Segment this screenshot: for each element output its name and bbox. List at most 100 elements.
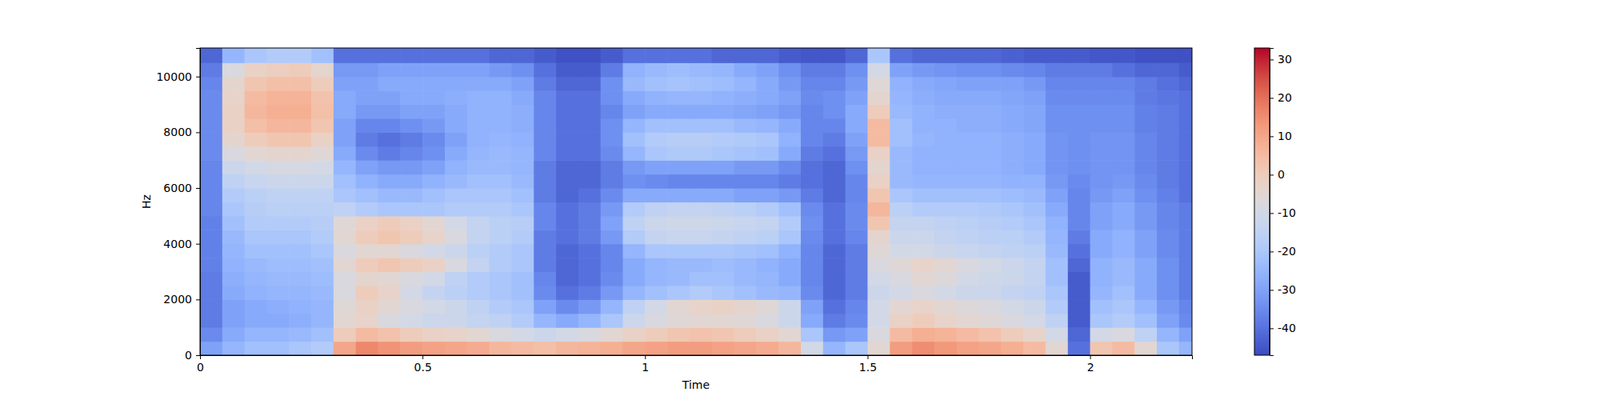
tick-mark (1269, 328, 1274, 329)
cell (244, 299, 268, 314)
cell (444, 62, 468, 77)
cell (1068, 201, 1091, 216)
cell (734, 327, 757, 342)
cell (556, 272, 579, 287)
cell (511, 257, 534, 272)
cell (600, 160, 624, 175)
cell (934, 48, 957, 64)
cell (1045, 341, 1068, 356)
cell (266, 285, 289, 300)
cell (556, 104, 579, 120)
cell (1045, 118, 1068, 133)
cell (222, 104, 245, 120)
cell (1023, 313, 1046, 328)
cell (1090, 341, 1113, 356)
cell (444, 90, 468, 105)
cell (288, 201, 312, 216)
cell (734, 188, 757, 203)
cell (556, 160, 579, 175)
cell (1068, 257, 1091, 272)
cell (578, 299, 601, 314)
cell (712, 216, 735, 231)
cell (1068, 118, 1091, 133)
cell (533, 188, 556, 203)
cell (644, 327, 668, 342)
cell (845, 104, 868, 120)
cell (1156, 244, 1180, 259)
cell (533, 257, 556, 272)
cell (979, 201, 1002, 216)
cell (467, 188, 490, 203)
cell (1023, 341, 1046, 356)
cell (823, 132, 846, 147)
cell (912, 132, 935, 147)
cell (244, 132, 268, 147)
cell (311, 257, 334, 272)
cell (1156, 257, 1180, 272)
cell (823, 229, 846, 244)
cell (1023, 272, 1046, 287)
cell (200, 160, 223, 175)
cell (1068, 299, 1091, 314)
cell (1179, 272, 1192, 287)
cell (1179, 76, 1192, 92)
cell (333, 201, 356, 216)
cell (1000, 104, 1024, 120)
cell (1156, 90, 1180, 105)
cell (200, 272, 223, 287)
cell (934, 341, 957, 356)
cell (244, 174, 268, 189)
cell (622, 313, 645, 328)
cell (823, 285, 846, 300)
cell (1134, 188, 1157, 203)
cell (311, 118, 334, 133)
cell (378, 244, 401, 259)
cell (1068, 327, 1091, 342)
cell (845, 257, 868, 272)
cell (800, 188, 824, 203)
cell (756, 244, 779, 259)
cell (934, 257, 957, 272)
cell (511, 188, 534, 203)
cell (266, 341, 289, 356)
cell (1045, 257, 1068, 272)
cell (266, 229, 289, 244)
tick-mark (1269, 289, 1274, 291)
cell (800, 341, 824, 356)
cell (422, 146, 445, 161)
cell (1023, 160, 1046, 175)
cell (266, 216, 289, 231)
cell (1000, 160, 1024, 175)
cell (712, 285, 735, 300)
cell (444, 244, 468, 259)
cell (644, 76, 668, 92)
cell (622, 201, 645, 216)
cell (845, 146, 868, 161)
cell (200, 257, 223, 272)
cell (578, 76, 601, 92)
cell (644, 299, 668, 314)
cell (1068, 188, 1091, 203)
cell (244, 62, 268, 77)
cell (444, 174, 468, 189)
cell (1023, 244, 1046, 259)
cell (712, 257, 735, 272)
cell (1023, 62, 1046, 77)
tick: 1.5 (859, 355, 877, 374)
cell (266, 48, 289, 64)
tick-mark (1269, 59, 1274, 60)
cell (378, 216, 401, 231)
cell (1156, 229, 1180, 244)
cell (489, 201, 512, 216)
cell (444, 146, 468, 161)
cell (400, 229, 423, 244)
cell (689, 90, 712, 105)
cell (934, 188, 957, 203)
cell (712, 299, 735, 314)
cell (1156, 48, 1180, 64)
cell (889, 76, 912, 92)
cell (800, 313, 824, 328)
cell (979, 299, 1002, 314)
cell (511, 244, 534, 259)
cell (956, 174, 980, 189)
